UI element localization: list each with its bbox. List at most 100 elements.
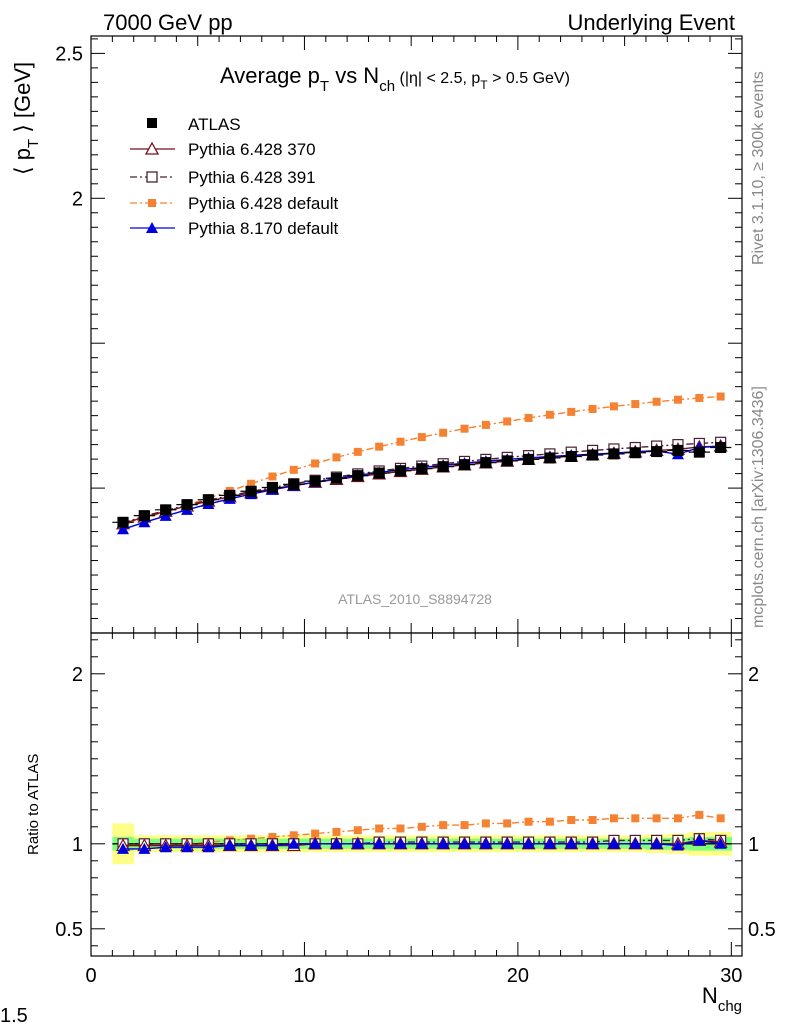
- ratio-point-p8def: [373, 837, 386, 849]
- point-atlas: [544, 452, 556, 464]
- point-p6def: [588, 404, 597, 413]
- main-y-axis-label: ⟨ pT ⟩ [GeV]: [10, 62, 42, 175]
- point-atlas: [672, 444, 684, 456]
- ratio-point-p8def: [415, 837, 428, 849]
- ratio-point-p8def: [714, 837, 727, 849]
- ratio-line-p391: [123, 837, 721, 845]
- ylabel-part-b: ⟩ [GeV]: [10, 62, 35, 139]
- point-atlas: [202, 494, 214, 506]
- ratio-frame: [90, 632, 743, 957]
- ratio-point-p6def: [289, 831, 298, 840]
- ylabel-part-a: ⟨ p: [10, 148, 35, 175]
- ratio-point-p8def: [117, 842, 130, 854]
- ratio-point-p8def: [671, 839, 684, 851]
- corner-label: 1.5: [0, 1005, 28, 1024]
- point-p6def: [332, 453, 341, 462]
- point-atlas: [608, 448, 620, 460]
- point-p6def: [311, 459, 320, 468]
- point-atlas: [160, 504, 172, 516]
- ratio-point-p8def: [501, 837, 514, 849]
- ratio-point-p6def: [311, 829, 320, 838]
- ratio-point-p8def: [330, 837, 343, 849]
- point-p6def: [716, 392, 725, 401]
- point-p6def: [353, 447, 362, 456]
- point-atlas: [587, 449, 599, 461]
- x-axis-label: Nchg: [702, 983, 742, 1015]
- ratio-point-p6def: [353, 826, 362, 835]
- point-atlas: [330, 472, 342, 484]
- legend-entry-p391: Pythia 6.428 391: [130, 168, 316, 187]
- point-p6def: [481, 420, 490, 429]
- point-atlas: [266, 482, 278, 494]
- point-p8def: [138, 516, 151, 528]
- point-atlas: [394, 465, 406, 477]
- point-atlas: [416, 463, 428, 475]
- ratio-series-layer: [116, 810, 728, 854]
- main-line-p8def: [122, 445, 721, 530]
- ratio-point-p6def: [332, 827, 341, 836]
- ratio-point-p8def: [479, 837, 492, 849]
- ratio-point-p6def: [503, 819, 512, 828]
- title-part-b: vs N: [329, 63, 379, 88]
- ratio-point-p8def: [629, 837, 642, 849]
- title-sub-a: T: [320, 78, 329, 95]
- x-tick-label: 20: [507, 965, 529, 987]
- legend-label-p370: Pythia 6.428 370: [188, 140, 316, 159]
- ratio-point-p8def: [394, 837, 407, 849]
- x-tick-label: 30: [720, 965, 742, 987]
- point-atlas: [565, 451, 577, 463]
- ratio-series-p8def: [117, 834, 727, 854]
- ratio-point-p8def: [693, 834, 706, 846]
- point-atlas: [629, 447, 641, 459]
- ratio-point-p6def: [417, 822, 426, 831]
- ratio-y-tick-labels-left: 210.5: [55, 664, 83, 941]
- ratio-point-p8def: [351, 837, 364, 849]
- ratio-point-p8def: [266, 839, 279, 851]
- legend-label-p391: Pythia 6.428 391: [188, 168, 316, 187]
- legend-marker-p370: [144, 141, 160, 155]
- legend-marker-p8def: [146, 222, 158, 233]
- point-p6def: [289, 465, 298, 474]
- ratio-point-p8def: [287, 837, 300, 849]
- point-p6def: [652, 397, 661, 406]
- point-p6def: [503, 417, 512, 426]
- ratio-point-p6def: [695, 810, 704, 819]
- main-panel: 2.52 Average pT vs Nch (|η| < 2.5, pT > …: [10, 35, 743, 634]
- ratio-point-p8def: [565, 837, 578, 849]
- main-series-layer: [112, 392, 732, 535]
- ratio-point-p8def: [159, 841, 172, 853]
- ratio-point-p6def: [567, 816, 576, 824]
- ratio-point-p6def: [631, 814, 640, 823]
- point-atlas: [181, 499, 193, 511]
- title-sub-b: ch: [379, 78, 395, 95]
- point-p6def: [268, 472, 277, 481]
- ratio-x-tick-labels: 0 10 20 30: [85, 965, 742, 987]
- point-p6def: [695, 393, 704, 402]
- point-atlas: [117, 516, 129, 528]
- point-p6def: [524, 413, 533, 422]
- point-p6def: [396, 437, 405, 446]
- main-y-tick-label: 2: [72, 188, 83, 210]
- point-p6def: [609, 402, 618, 411]
- ratio-y-tick-label-left: 2: [72, 664, 83, 686]
- point-p8def: [159, 509, 172, 521]
- ratio-point-p8def: [586, 837, 599, 849]
- xlabel-part-a: N: [702, 983, 718, 1008]
- ratio-point-p6def: [673, 814, 682, 823]
- point-p6def: [460, 424, 469, 433]
- point-p6def: [673, 395, 682, 404]
- mcplots-label: mcplots.cern.ch [arXiv:1306.3436]: [750, 386, 767, 628]
- ratio-point-p8def: [309, 837, 322, 849]
- point-atlas: [437, 461, 449, 473]
- ratio-ticks: [90, 633, 742, 956]
- main-series-atlas: [112, 442, 732, 528]
- point-p6def: [417, 433, 426, 442]
- ratio-point-p6def: [524, 817, 533, 826]
- x-tick-label: 0: [85, 965, 96, 987]
- legend-label-p6def: Pythia 6.428 default: [188, 194, 339, 213]
- ratio-point-p6def: [716, 814, 725, 823]
- point-p8def: [117, 523, 130, 535]
- main-y-tick-label: 2.5: [55, 43, 83, 65]
- point-atlas: [138, 510, 150, 522]
